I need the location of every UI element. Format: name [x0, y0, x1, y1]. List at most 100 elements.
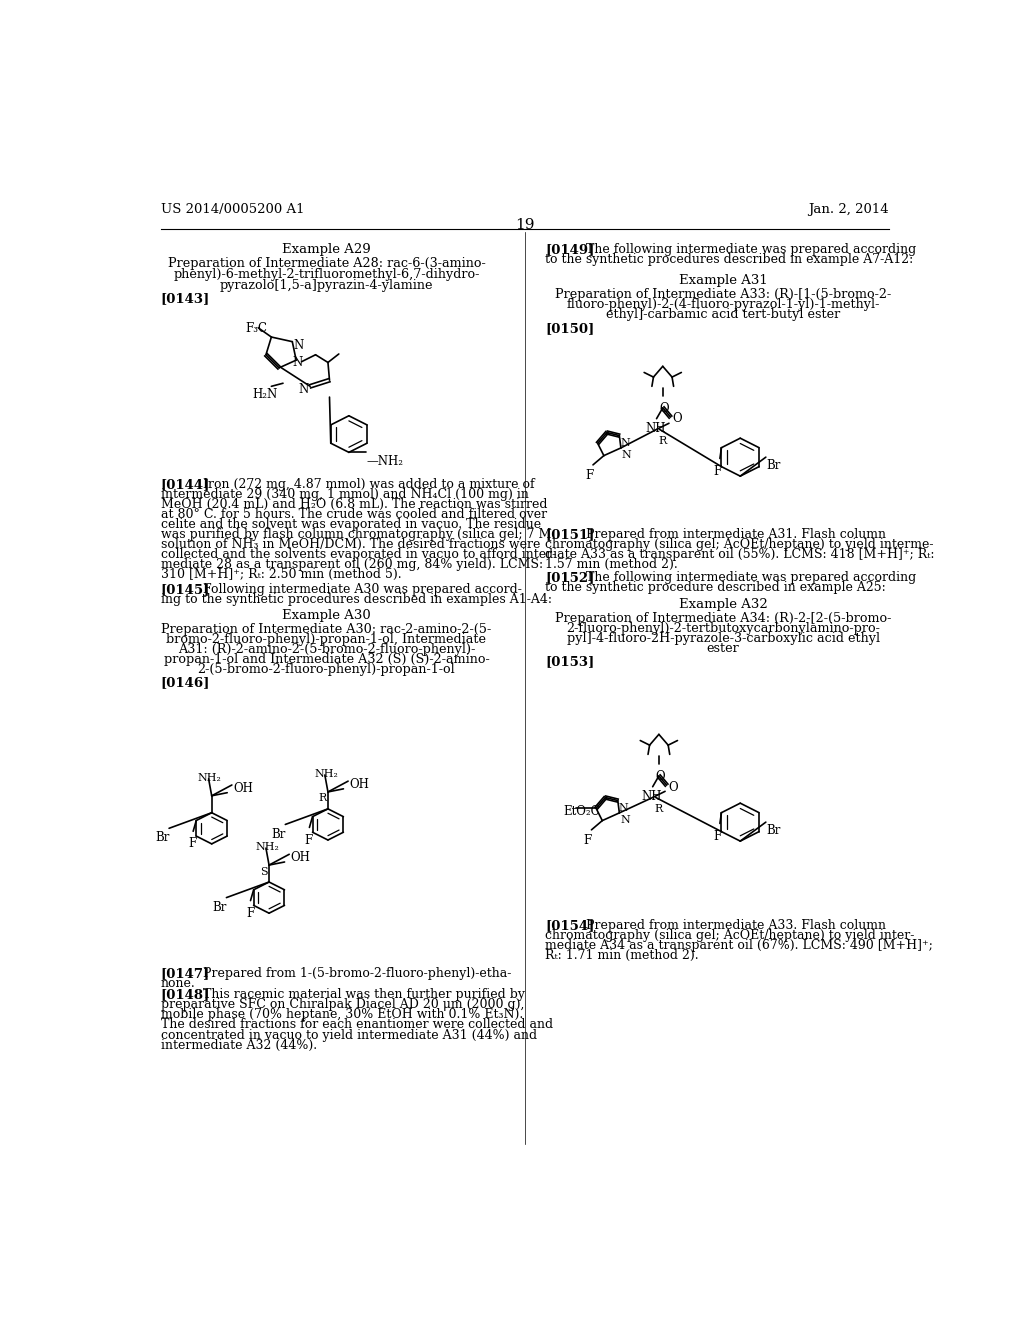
- Text: O: O: [658, 401, 669, 414]
- Text: A31: (R)-2-amino-2-(5-bromo-2-fluoro-phenyl)-: A31: (R)-2-amino-2-(5-bromo-2-fluoro-phe…: [178, 643, 475, 656]
- Text: Iron (272 mg, 4.87 mmol) was added to a mixture of: Iron (272 mg, 4.87 mmol) was added to a …: [203, 478, 535, 491]
- Text: intermediate A32 (44%).: intermediate A32 (44%).: [161, 1039, 316, 1052]
- Text: —NH₂: —NH₂: [367, 454, 403, 467]
- Text: mobile phase (70% heptane, 30% EtOH with 0.1% Et₃N).: mobile phase (70% heptane, 30% EtOH with…: [161, 1008, 523, 1022]
- Text: Prepared from intermediate A31. Flash column: Prepared from intermediate A31. Flash co…: [586, 528, 886, 541]
- Text: O: O: [655, 770, 665, 783]
- Text: Jan. 2, 2014: Jan. 2, 2014: [808, 203, 889, 216]
- Text: chromatography (silica gel; AcOEt/heptane) to yield inter-: chromatography (silica gel; AcOEt/heptan…: [545, 929, 914, 942]
- Text: MeOH (20.4 mL) and H₂O (6.8 mL). The reaction was stirred: MeOH (20.4 mL) and H₂O (6.8 mL). The rea…: [161, 498, 547, 511]
- Text: N: N: [294, 339, 304, 351]
- Text: OH: OH: [349, 777, 370, 791]
- Text: NH: NH: [646, 422, 667, 434]
- Text: [0151]: [0151]: [545, 528, 594, 541]
- Text: pyrazolo[1,5-a]pyrazin-4-ylamine: pyrazolo[1,5-a]pyrazin-4-ylamine: [220, 279, 433, 292]
- Text: collected and the solvents evaporated in vacuo to afford inter-: collected and the solvents evaporated in…: [161, 548, 556, 561]
- Text: The desired fractions for each enantiomer were collected and: The desired fractions for each enantiome…: [161, 1019, 553, 1031]
- Text: at 80° C. for 5 hours. The crude was cooled and filtered over: at 80° C. for 5 hours. The crude was coo…: [161, 508, 547, 521]
- Text: Br: Br: [212, 900, 227, 913]
- Text: [0143]: [0143]: [161, 293, 210, 305]
- Text: This racemic material was then further purified by: This racemic material was then further p…: [203, 989, 525, 1002]
- Text: ing to the synthetic procedures described in examples A1-A4:: ing to the synthetic procedures describe…: [161, 594, 552, 606]
- Text: N: N: [621, 816, 630, 825]
- Text: [0145]: [0145]: [161, 583, 210, 597]
- Text: Preparation of Intermediate A28: rac-6-(3-amino-: Preparation of Intermediate A28: rac-6-(…: [168, 257, 485, 271]
- Text: F: F: [246, 907, 254, 920]
- Text: Prepared from 1-(5-bromo-2-fluoro-phenyl)-etha-: Prepared from 1-(5-bromo-2-fluoro-phenyl…: [203, 966, 512, 979]
- Text: R: R: [658, 436, 667, 446]
- Text: solution of NH₃ in MeOH/DCM). The desired fractions were: solution of NH₃ in MeOH/DCM). The desire…: [161, 539, 540, 550]
- Text: F: F: [714, 829, 722, 842]
- Text: ethyl]-carbamic acid tert-butyl ester: ethyl]-carbamic acid tert-butyl ester: [606, 308, 841, 321]
- Text: 310 [M+H]⁺; Rₜ: 2.50 min (method 5).: 310 [M+H]⁺; Rₜ: 2.50 min (method 5).: [161, 568, 401, 581]
- Text: N: N: [622, 450, 632, 461]
- Text: Following intermediate A30 was prepared accord-: Following intermediate A30 was prepared …: [203, 583, 522, 597]
- Text: F₃C: F₃C: [246, 322, 268, 335]
- Text: fluoro-phenyl)-2-(4-fluoro-pyrazol-1-yl)-1-methyl-: fluoro-phenyl)-2-(4-fluoro-pyrazol-1-yl)…: [566, 298, 880, 310]
- Text: Example A32: Example A32: [679, 598, 768, 611]
- Text: N: N: [299, 383, 309, 396]
- Text: bromo-2-fluoro-phenyl)-propan-1-ol, Intermediate: bromo-2-fluoro-phenyl)-propan-1-ol, Inte…: [166, 632, 486, 645]
- Text: NH: NH: [642, 789, 663, 803]
- Text: diate A33 as a transparent oil (55%). LCMS: 418 [M+H]⁺; Rₜ:: diate A33 as a transparent oil (55%). LC…: [545, 548, 935, 561]
- Text: N: N: [618, 803, 629, 813]
- Text: Br: Br: [767, 825, 781, 837]
- Text: H₂N: H₂N: [252, 388, 278, 401]
- Text: R: R: [654, 804, 663, 813]
- Text: [0150]: [0150]: [545, 322, 594, 335]
- Text: R: R: [318, 793, 327, 804]
- Text: F: F: [305, 834, 313, 846]
- Text: EtO₂C: EtO₂C: [563, 805, 600, 818]
- Text: NH₂: NH₂: [314, 768, 338, 779]
- Text: F: F: [586, 470, 594, 483]
- Text: The following intermediate was prepared according: The following intermediate was prepared …: [586, 243, 916, 256]
- Text: 19: 19: [515, 218, 535, 232]
- Text: [0147]: [0147]: [161, 966, 210, 979]
- Text: Br: Br: [767, 459, 781, 473]
- Text: [0149]: [0149]: [545, 243, 594, 256]
- Text: N: N: [292, 356, 302, 370]
- Text: N: N: [621, 438, 630, 447]
- Text: phenyl)-6-methyl-2-trifluoromethyl-6,7-dihydro-: phenyl)-6-methyl-2-trifluoromethyl-6,7-d…: [173, 268, 479, 281]
- Text: Br: Br: [271, 828, 286, 841]
- Text: intermediate 29 (340 mg, 1 mmol) and NH₄Cl (100 mg) in: intermediate 29 (340 mg, 1 mmol) and NH₄…: [161, 488, 528, 502]
- Text: The following intermediate was prepared according: The following intermediate was prepared …: [586, 572, 916, 585]
- Text: Example A31: Example A31: [679, 275, 768, 286]
- Text: propan-1-ol and Intermediate A32 (S) (S)-2-amino-: propan-1-ol and Intermediate A32 (S) (S)…: [164, 653, 489, 665]
- Text: O: O: [672, 412, 682, 425]
- Text: Preparation of Intermediate A34: (R)-2-[2-(5-bromo-: Preparation of Intermediate A34: (R)-2-[…: [555, 612, 891, 624]
- Text: concentrated in vacuo to yield intermediate A31 (44%) and: concentrated in vacuo to yield intermedi…: [161, 1028, 537, 1041]
- Text: celite and the solvent was evaporated in vacuo. The residue: celite and the solvent was evaporated in…: [161, 517, 541, 531]
- Text: OH: OH: [233, 781, 253, 795]
- Text: mediate 28 as a transparent oil (260 mg, 84% yield). LCMS:: mediate 28 as a transparent oil (260 mg,…: [161, 558, 543, 572]
- Text: [0144]: [0144]: [161, 478, 210, 491]
- Text: US 2014/0005200 A1: US 2014/0005200 A1: [161, 203, 304, 216]
- Text: NH₂: NH₂: [198, 772, 221, 783]
- Text: mediate A34 as a transparent oil (67%). LCMS: 490 [M+H]⁺;: mediate A34 as a transparent oil (67%). …: [545, 940, 933, 952]
- Text: OH: OH: [291, 851, 310, 865]
- Text: S: S: [260, 867, 267, 876]
- Text: ester: ester: [707, 642, 739, 655]
- Text: Rₜ: 1.71 min (method 2).: Rₜ: 1.71 min (method 2).: [545, 949, 698, 962]
- Text: [0153]: [0153]: [545, 655, 594, 668]
- Text: Preparation of Intermediate A30: rac-2-amino-2-(5-: Preparation of Intermediate A30: rac-2-a…: [161, 623, 492, 636]
- Text: F: F: [584, 834, 592, 847]
- Text: preparative SFC on Chiralpak Diacel AD 20 μm (2000 g),: preparative SFC on Chiralpak Diacel AD 2…: [161, 998, 524, 1011]
- Text: none.: none.: [161, 977, 196, 990]
- Text: [0154]: [0154]: [545, 919, 594, 932]
- Text: 2-(5-bromo-2-fluoro-phenyl)-propan-1-ol: 2-(5-bromo-2-fluoro-phenyl)-propan-1-ol: [198, 663, 456, 676]
- Text: 1.57 min (method 2).: 1.57 min (method 2).: [545, 558, 678, 572]
- Text: [0148]: [0148]: [161, 989, 210, 1002]
- Text: Example A29: Example A29: [282, 243, 371, 256]
- Text: F: F: [714, 465, 722, 478]
- Text: NH₂: NH₂: [255, 842, 279, 851]
- Text: O: O: [669, 780, 678, 793]
- Text: chromatography (silica gel; AcOEt/heptane) to yield interme-: chromatography (silica gel; AcOEt/heptan…: [545, 539, 934, 550]
- Text: to the synthetic procedure described in example A25:: to the synthetic procedure described in …: [545, 581, 886, 594]
- Text: Prepared from intermediate A33. Flash column: Prepared from intermediate A33. Flash co…: [586, 919, 886, 932]
- Text: F: F: [188, 837, 197, 850]
- Text: [0146]: [0146]: [161, 676, 210, 689]
- Text: to the synthetic procedures described in example A7-A12:: to the synthetic procedures described in…: [545, 253, 913, 267]
- Text: 2-fluoro-phenyl)-2-tertbutoxycarbonylamino-pro-: 2-fluoro-phenyl)-2-tertbutoxycarbonylami…: [566, 622, 881, 635]
- Text: Br: Br: [155, 832, 170, 845]
